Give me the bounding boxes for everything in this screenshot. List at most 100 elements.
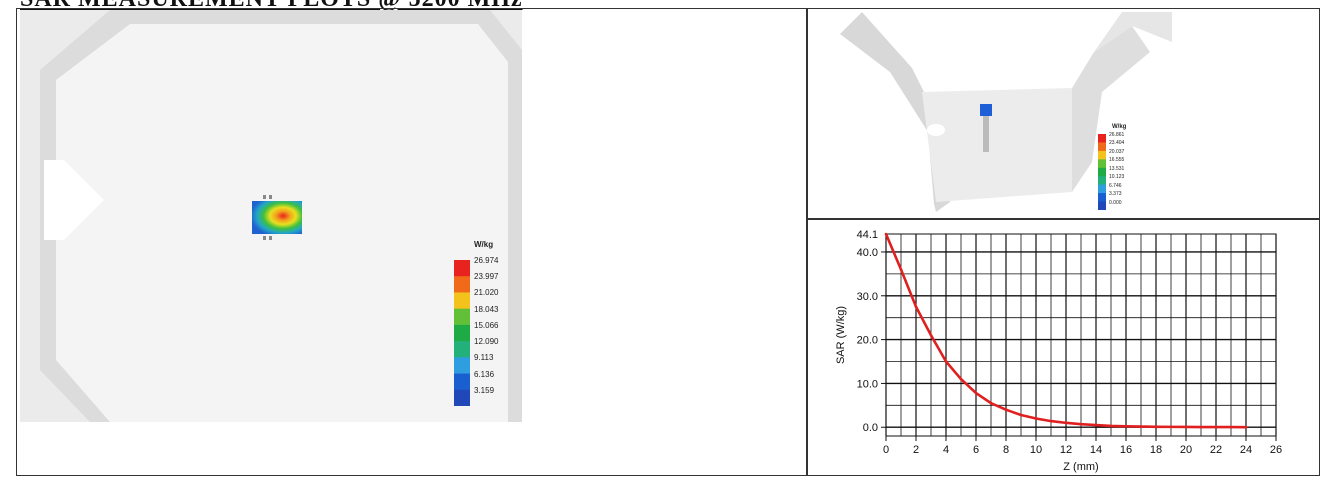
z-scan-chart: 0 2 4 6 8 10 12 14 16 18 20 22 24 26 0.0 10.0 20.0 30.0 40… (812, 222, 1312, 476)
colorbar-segment (1098, 193, 1106, 203)
phantom-notch (44, 160, 104, 240)
colorbar-segment (454, 357, 470, 375)
area-scan-view (20, 10, 522, 422)
colorbar-value: 23.404 (1109, 140, 1125, 147)
hotspot-marker-top (263, 195, 266, 199)
sar-data-point (1019, 413, 1023, 417)
colorbar-segment (1098, 201, 1106, 210)
colorbar-segment (454, 389, 470, 406)
colorbar-segment (1098, 184, 1106, 194)
sar-data-point (1079, 422, 1083, 426)
page-title: SAR MEASUREMENT PLOTS @ 5200 MHz (20, 0, 523, 13)
x-tick-label: 22 (1210, 444, 1222, 456)
probe-head (980, 104, 992, 116)
colorbar-segment (454, 373, 470, 391)
sar-data-point (1064, 421, 1068, 425)
hotspot-marker-bottom (269, 236, 272, 240)
sar-data-point (974, 391, 978, 395)
sar-data-point (1154, 425, 1158, 429)
colorbar-segment (1098, 134, 1106, 143)
sar-data-point (884, 232, 888, 236)
phantom-right-wall (1072, 26, 1150, 192)
hotspot-marker-bottom (263, 236, 266, 240)
sar-data-point (1109, 424, 1113, 428)
z-scan-chart-svg: 0 2 4 6 8 10 12 14 16 18 20 22 24 260.010.020.030.040… (835, 229, 1282, 473)
vertical-divider (806, 8, 808, 476)
sar-data-point (1094, 423, 1098, 427)
x-tick-label: 8 (1003, 444, 1009, 456)
sar-data-point (1199, 425, 1203, 429)
colorbar-value: 12.090 (474, 337, 499, 347)
sar-data-point (899, 268, 903, 271)
colorbar-segment (454, 341, 470, 358)
colorbar-segment (1098, 142, 1106, 152)
colorbar-segment (1098, 159, 1106, 169)
y-tick-label: 0.0 (863, 422, 878, 434)
colorbar-value: 16.555 (1109, 157, 1125, 164)
sar-data-point (1124, 425, 1128, 428)
sar-data-point (1049, 419, 1053, 423)
sar-data-point (1034, 417, 1038, 420)
sar-data-point (1169, 425, 1173, 429)
right-colorbar-gradient (1098, 134, 1106, 210)
colorbar-segment (1098, 150, 1106, 160)
sar-data-point (929, 333, 933, 337)
y-tick-label: 10.0 (857, 378, 878, 390)
x-tick-label: 10 (1030, 444, 1042, 456)
sar-data-point (1229, 425, 1233, 429)
left-colorbar-unit: W/kg (474, 240, 494, 249)
colorbar-segment (454, 292, 470, 310)
colorbar-value: 26.861 (1109, 132, 1125, 138)
left-colorbar: W/kg 26.974 23.997 21.020 18.043 15.066 12.09… (454, 240, 514, 412)
y-max-label: 44.1 (857, 229, 878, 241)
y-axis-label: SAR (W/kg) (835, 306, 847, 364)
colorbar-value: 26.974 (474, 256, 499, 265)
x-tick-label: 6 (973, 444, 979, 456)
colorbar-segment (454, 276, 470, 293)
colorbar-value: 9.113 (474, 353, 494, 363)
y-tick-label: 40.0 (857, 247, 878, 259)
colorbar-segment (1098, 176, 1106, 186)
colorbar-value: 23.997 (474, 272, 499, 282)
y-tick-label: 30.0 (857, 291, 878, 303)
sar-data-point (959, 377, 963, 381)
x-tick-label: 16 (1120, 444, 1132, 456)
sar-data-point (914, 305, 918, 309)
x-tick-label: 12 (1060, 444, 1072, 456)
x-tick-label: 26 (1270, 444, 1282, 456)
sar-data-point (1244, 425, 1248, 429)
colorbar-segment (454, 324, 470, 342)
colorbar-value: 3.159 (474, 385, 495, 395)
colorbar-value: 13.531 (1109, 165, 1125, 172)
left-colorbar-gradient (454, 260, 470, 406)
colorbar-value: 15.066 (474, 320, 499, 330)
colorbar-segment (454, 260, 470, 277)
sar-data-point (1139, 425, 1143, 428)
plots-frame (16, 8, 1320, 476)
x-tick-label: 0 (883, 444, 889, 456)
horizontal-divider (806, 218, 1320, 220)
sar-data-point (989, 401, 993, 405)
phantom-back-wall (922, 88, 1072, 202)
sar-data-point (1214, 425, 1218, 429)
colorbar-segment (1098, 167, 1106, 177)
colorbar-value: 21.020 (474, 288, 499, 298)
x-tick-label: 4 (943, 444, 949, 456)
colorbar-value: 6.746 (1109, 182, 1122, 189)
probe-shaft (983, 116, 989, 152)
colorbar-value: 6.136 (474, 369, 495, 379)
phantom-right-flange (1094, 12, 1172, 52)
x-tick-label: 24 (1240, 444, 1252, 456)
x-tick-label: 20 (1180, 444, 1192, 456)
colorbar-value: 18.043 (474, 304, 499, 314)
colorbar-value: 0.000 (1109, 199, 1122, 206)
sar-data-point (944, 360, 948, 363)
x-tick-label: 2 (913, 444, 919, 456)
phantom-3d-view (840, 12, 1172, 212)
sar-hotspot (252, 201, 302, 234)
colorbar-value: 3.373 (1109, 191, 1122, 198)
x-axis-label: Z (mm) (1063, 461, 1098, 473)
x-tick-label: 18 (1150, 444, 1162, 456)
sar-data-point (1184, 425, 1188, 429)
colorbar-segment (454, 308, 470, 326)
